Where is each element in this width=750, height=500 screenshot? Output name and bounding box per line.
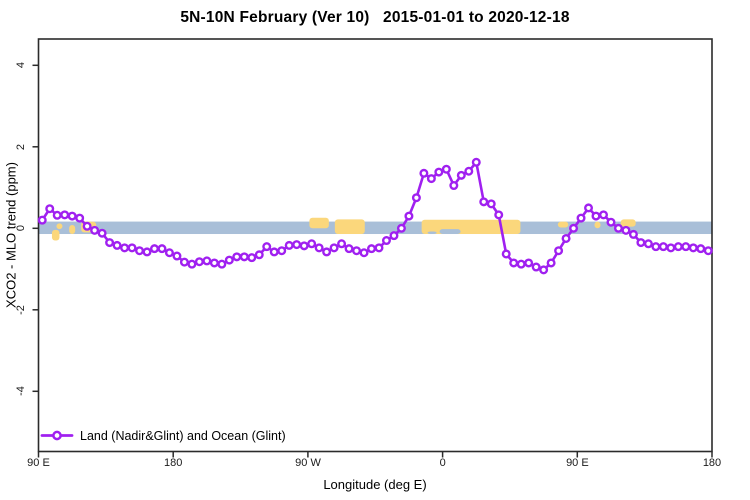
x-axis-title: Longitude (deg E) bbox=[323, 477, 427, 492]
x-tick-label-4: 90 E bbox=[566, 457, 589, 469]
x-tick-label-3: 0 bbox=[439, 457, 446, 469]
y-tick-label-4: -4 bbox=[15, 386, 27, 397]
chart-title: 5N-10N February (Ver 10) 2015-01-01 to 2… bbox=[180, 9, 570, 26]
x-tick-label-1: 180 bbox=[164, 457, 183, 469]
legend-label: Land (Nadir&Glint) and Ocean (Glint) bbox=[80, 428, 286, 443]
y-tick-label-0: 4 bbox=[15, 62, 27, 69]
x-tick-label-5: 180 bbox=[702, 457, 722, 469]
x-tick-label-0: 90 E bbox=[27, 457, 50, 469]
y-axis-title: XCO2 - MLO trend (ppm) bbox=[3, 162, 19, 308]
y-tick-label-1: 2 bbox=[15, 143, 27, 150]
x-tick-label-2: 90 W bbox=[295, 457, 321, 469]
